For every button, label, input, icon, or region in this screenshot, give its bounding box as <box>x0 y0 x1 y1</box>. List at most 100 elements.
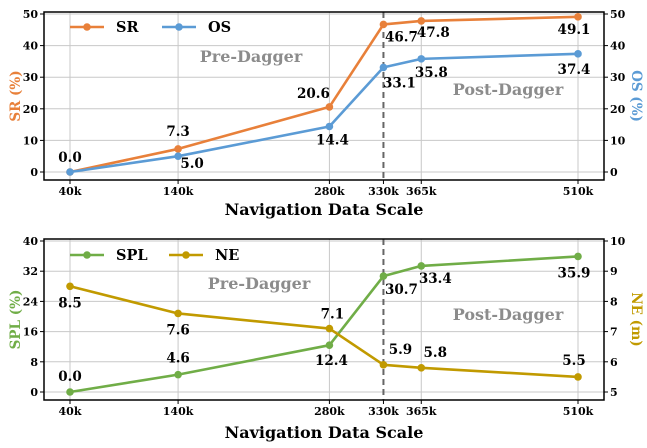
y-tick-label-left: 40 <box>23 40 39 53</box>
data-label-os: 33.1 <box>383 75 416 91</box>
legend-marker <box>83 251 91 259</box>
data-label-ne: 5.8 <box>424 345 448 361</box>
data-label-spl: 0.0 <box>58 369 82 385</box>
legend-label: NE <box>215 247 239 264</box>
x-tick-label: 40k <box>59 405 82 418</box>
data-point-spl <box>379 272 388 280</box>
x-tick-label: 40k <box>59 185 82 198</box>
x-tick-label: 280k <box>314 185 345 198</box>
legend-label: OS <box>208 19 231 36</box>
legend-entry-ne: NE <box>169 247 239 264</box>
data-label-ne: 7.1 <box>321 307 345 323</box>
data-label-spl: 35.9 <box>558 265 591 281</box>
y-tick-label-right: 10 <box>610 235 626 248</box>
data-point-ne <box>574 373 582 381</box>
x-axis-label: Navigation Data Scale <box>225 200 424 219</box>
data-point-spl <box>325 341 334 349</box>
legend-entry-sr: SR <box>70 19 139 36</box>
x-tick-label: 510k <box>563 405 594 418</box>
y-tick-label-right: 40 <box>610 40 626 53</box>
y-axis-label-left: SPL (%) <box>8 290 24 350</box>
data-point-sr <box>174 145 182 153</box>
y-axis-label-right: OS (%) <box>628 70 644 122</box>
data-point-os <box>66 168 74 176</box>
y-tick-label-left: 16 <box>23 326 39 339</box>
data-point-ne <box>379 361 388 369</box>
y-tick-label-left: 40 <box>23 235 39 248</box>
x-tick-label: 330k <box>368 405 399 418</box>
y-tick-label-right: 9 <box>610 265 618 278</box>
data-point-ne <box>417 364 426 372</box>
data-point-sr <box>574 13 582 21</box>
series-line-spl <box>69 255 579 394</box>
data-label-sr: 46.7 <box>385 29 418 45</box>
y-tick-label-left: 8 <box>30 356 38 369</box>
data-label-sr: 0.0 <box>58 150 82 166</box>
data-label-ne: 7.6 <box>166 322 190 338</box>
data-point-spl <box>174 370 182 379</box>
data-point-sr <box>417 17 426 25</box>
chart-panel-2: 40k 140k 280k 330k 365k 510k 0 8 16 24 32 40 5 6 7 8 9 10… <box>8 235 644 442</box>
y-tick-label-right: 8 <box>610 295 618 308</box>
pre-dagger-annotation: Pre-Dagger <box>208 274 311 293</box>
x-tick-label: 280k <box>314 405 345 418</box>
y-tick-label-right: 50 <box>610 8 626 21</box>
data-point-ne <box>325 324 334 333</box>
data-label-sr: 47.8 <box>417 25 450 41</box>
data-point-sr <box>379 20 388 29</box>
y-tick-label-right: 20 <box>610 103 626 116</box>
x-tick-label: 365k <box>406 405 437 418</box>
y-axis-label-right: NE (m) <box>628 292 644 346</box>
series-line-sr <box>69 15 579 174</box>
data-label-os: 37.4 <box>558 62 591 78</box>
y-tick-label-left: 20 <box>23 103 39 116</box>
data-label-os: 5.0 <box>180 156 204 172</box>
y-tick-label-left: 24 <box>23 295 39 308</box>
x-tick-label: 330k <box>368 185 399 198</box>
legend-label: SR <box>116 19 139 36</box>
data-label-ne: 5.9 <box>389 342 413 358</box>
y-tick-label-right: 0 <box>610 166 618 179</box>
data-label-spl: 12.4 <box>315 353 348 369</box>
data-point-spl <box>574 252 582 261</box>
legend-label: SPL <box>116 247 148 264</box>
legend-marker <box>83 23 91 31</box>
legend-entry-os: OS <box>162 19 231 36</box>
x-tick-label: 140k <box>163 185 194 198</box>
pre-dagger-annotation: Pre-Dagger <box>200 47 303 66</box>
series-line-os <box>69 52 579 174</box>
data-label-spl: 4.6 <box>166 351 190 367</box>
y-tick-label-left: 50 <box>23 8 39 21</box>
y-tick-label-left: 10 <box>23 134 39 147</box>
data-label-os: 35.8 <box>415 65 448 81</box>
chart-panel-1: 40k 140k 280k 330k 365k 510k 0 10 20 30 40 50 0 10 20 3… <box>8 8 644 219</box>
data-point-spl <box>417 262 426 270</box>
legend-marker <box>182 251 190 259</box>
legend-entry-spl: SPL <box>70 247 148 264</box>
data-label-os: 14.4 <box>316 132 349 148</box>
post-dagger-annotation: Post-Dagger <box>453 305 564 324</box>
y-tick-label-right: 5 <box>610 386 618 399</box>
plot-frame <box>43 11 605 181</box>
data-label-ne: 8.5 <box>58 295 82 311</box>
data-label-sr: 49.1 <box>558 22 591 38</box>
data-point-os <box>325 122 334 131</box>
data-point-os <box>379 63 388 72</box>
x-axis-label: Navigation Data Scale <box>225 423 424 442</box>
y-tick-label-right: 6 <box>610 356 618 369</box>
y-tick-label-left: 32 <box>23 265 38 278</box>
y-tick-label-right: 7 <box>610 326 618 339</box>
y-tick-label-left: 0 <box>30 386 38 399</box>
data-point-ne <box>66 282 74 291</box>
y-tick-label-right: 10 <box>610 134 626 147</box>
y-axis-label-left: SR (%) <box>8 70 24 121</box>
y-tick-label-left: 0 <box>30 166 38 179</box>
data-point-ne <box>174 309 182 318</box>
post-dagger-annotation: Post-Dagger <box>453 80 564 99</box>
y-tick-label-left: 30 <box>23 71 39 84</box>
series-line-ne <box>69 285 579 379</box>
data-point-os <box>174 152 182 160</box>
data-label-sr: 7.3 <box>166 124 190 140</box>
x-tick-label: 510k <box>563 185 594 198</box>
